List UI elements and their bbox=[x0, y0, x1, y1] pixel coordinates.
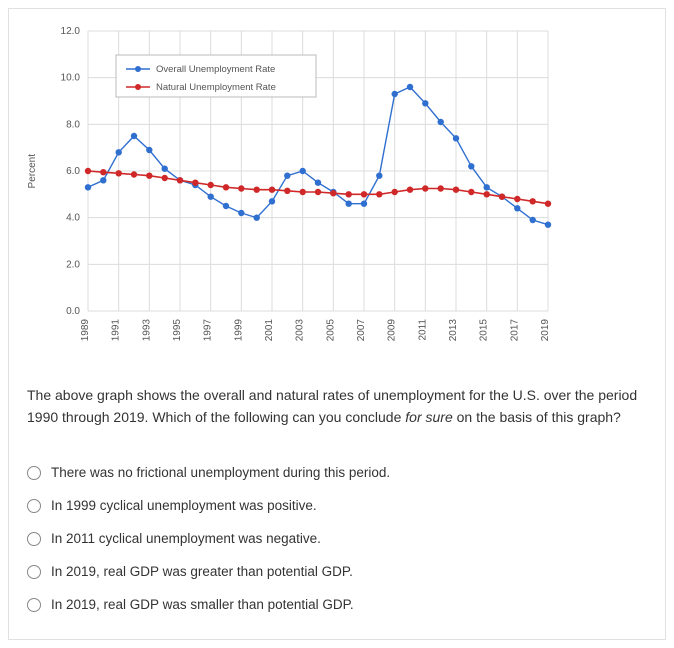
svg-text:2009: 2009 bbox=[387, 319, 398, 342]
option-label: In 2019, real GDP was smaller than poten… bbox=[51, 597, 354, 612]
question-card: Percent 0.0 2.0 4.0 6.0 8.0 10.0 12.0 1989 1991 1… bbox=[8, 8, 666, 640]
radio-icon bbox=[27, 532, 41, 546]
question-part-b: on the basis of this graph? bbox=[453, 409, 621, 425]
svg-text:2013: 2013 bbox=[448, 319, 459, 342]
svg-text:2019: 2019 bbox=[540, 319, 551, 342]
question-part-em: for sure bbox=[405, 409, 452, 425]
svg-text:12.0: 12.0 bbox=[61, 26, 81, 37]
svg-text:Natural Unemployment Rate: Natural Unemployment Rate bbox=[156, 82, 276, 93]
svg-text:2007: 2007 bbox=[356, 319, 367, 342]
svg-text:8.0: 8.0 bbox=[66, 119, 80, 130]
svg-text:2005: 2005 bbox=[325, 319, 336, 342]
radio-icon bbox=[27, 499, 41, 513]
question-text: The above graph shows the overall and na… bbox=[27, 385, 647, 428]
option-3[interactable]: In 2019, real GDP was greater than poten… bbox=[27, 555, 647, 588]
option-label: In 2019, real GDP was greater than poten… bbox=[51, 564, 353, 579]
svg-text:1993: 1993 bbox=[141, 319, 152, 342]
svg-text:2017: 2017 bbox=[509, 319, 520, 342]
unemployment-chart: 0.0 2.0 4.0 6.0 8.0 10.0 12.0 1989 1991 1993 1995 1… bbox=[42, 21, 562, 361]
svg-text:1997: 1997 bbox=[203, 319, 214, 342]
svg-text:1999: 1999 bbox=[233, 319, 244, 342]
option-1[interactable]: In 1999 cyclical unemployment was positi… bbox=[27, 489, 647, 522]
radio-icon bbox=[27, 598, 41, 612]
svg-text:4.0: 4.0 bbox=[66, 213, 80, 224]
y-axis-label: Percent bbox=[27, 154, 38, 188]
svg-text:10.0: 10.0 bbox=[61, 73, 81, 84]
chart-container: Percent 0.0 2.0 4.0 6.0 8.0 10.0 12.0 1989 1991 1… bbox=[27, 21, 647, 361]
svg-text:2015: 2015 bbox=[479, 319, 490, 342]
svg-text:2011: 2011 bbox=[417, 319, 428, 341]
radio-icon bbox=[27, 466, 41, 480]
radio-icon bbox=[27, 565, 41, 579]
option-label: In 1999 cyclical unemployment was positi… bbox=[51, 498, 317, 513]
svg-text:6.0: 6.0 bbox=[66, 166, 80, 177]
svg-text:1989: 1989 bbox=[80, 319, 91, 342]
option-2[interactable]: In 2011 cyclical unemployment was negati… bbox=[27, 522, 647, 555]
svg-text:2.0: 2.0 bbox=[66, 259, 80, 270]
svg-text:1995: 1995 bbox=[172, 319, 183, 342]
option-label: There was no frictional unemployment dur… bbox=[51, 465, 390, 480]
svg-text:2001: 2001 bbox=[264, 319, 275, 342]
svg-text:0.0: 0.0 bbox=[66, 306, 80, 317]
option-label: In 2011 cyclical unemployment was negati… bbox=[51, 531, 321, 546]
option-0[interactable]: There was no frictional unemployment dur… bbox=[27, 456, 647, 489]
option-4[interactable]: In 2019, real GDP was smaller than poten… bbox=[27, 588, 647, 621]
svg-text:2003: 2003 bbox=[295, 319, 306, 342]
svg-text:1991: 1991 bbox=[111, 319, 122, 342]
options-list: There was no frictional unemployment dur… bbox=[27, 456, 647, 621]
svg-text:Overall Unemployment Rate: Overall Unemployment Rate bbox=[156, 64, 275, 75]
